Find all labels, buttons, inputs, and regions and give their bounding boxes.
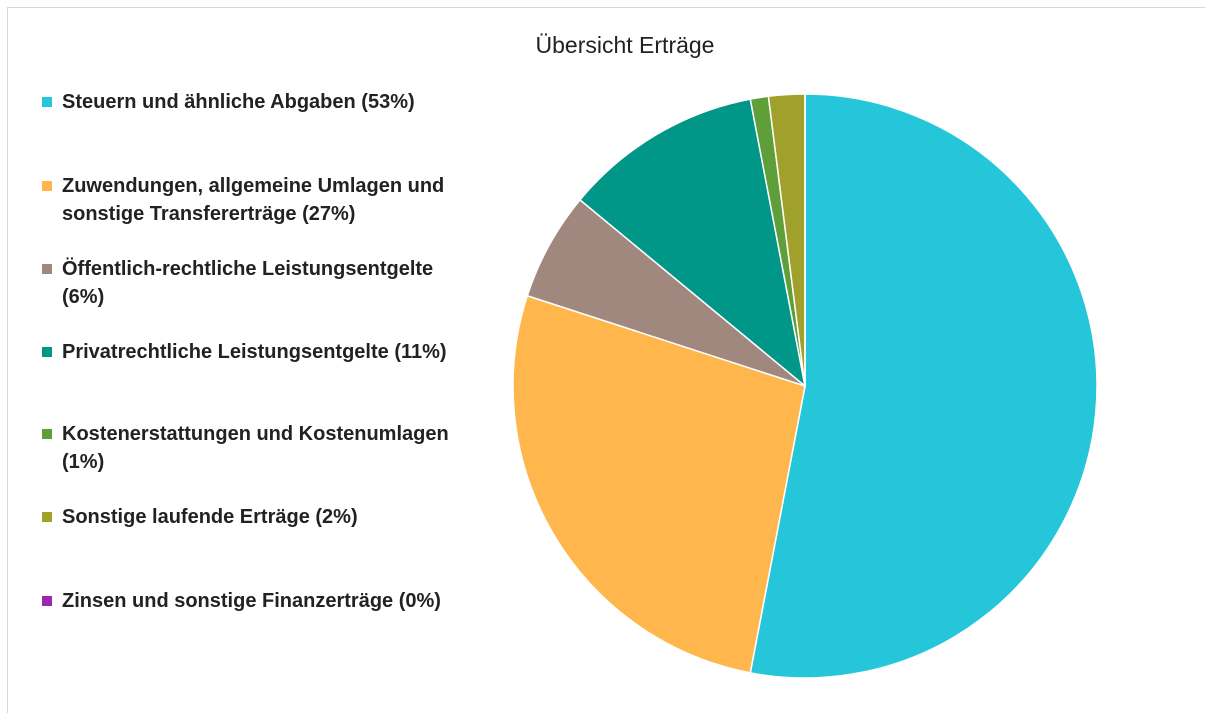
legend-item: Sonstige laufende Erträge (2%) — [42, 503, 462, 531]
legend-item: Zinsen und sonstige Finanzerträge (0%) — [42, 587, 462, 615]
legend-swatch — [42, 97, 52, 107]
legend-swatch — [42, 347, 52, 357]
chart-title: Übersicht Erträge — [536, 32, 715, 58]
legend-item: Steuern und ähnliche Abgaben (53%) — [42, 88, 462, 116]
chart-border — [7, 7, 1205, 713]
legend-label: Öffentlich-rechtliche Leistungsentgelte … — [62, 258, 434, 308]
legend-swatch — [42, 512, 52, 522]
legend-label: Sonstige laufende Erträge (2%) — [62, 506, 358, 528]
legend-item: Privatrechtliche Leistungsentgelte (11%) — [42, 338, 462, 366]
legend-swatch — [42, 596, 52, 606]
pie-slice — [512, 294, 806, 674]
legend-label: Kostenerstattungen und Kostenumlagen (1%… — [62, 423, 449, 473]
legend-swatch — [42, 181, 52, 191]
legend-swatch — [42, 264, 52, 274]
legend-item: Zuwendungen, allgemeine Umlagen und sons… — [42, 172, 462, 228]
legend-item: Öffentlich-rechtliche Leistungsentgelte … — [42, 255, 462, 311]
pie-slice — [749, 93, 1098, 679]
legend-label: Privatrechtliche Leistungsentgelte (11%) — [62, 341, 447, 363]
legend-label: Steuern und ähnliche Abgaben (53%) — [62, 91, 415, 113]
legend-item: Kostenerstattungen und Kostenumlagen (1%… — [42, 420, 462, 476]
legend-swatch — [42, 429, 52, 439]
legend-label: Zinsen und sonstige Finanzerträge (0%) — [62, 590, 441, 612]
pie-slice — [578, 98, 807, 388]
legend-label: Zuwendungen, allgemeine Umlagen und sons… — [62, 175, 445, 225]
